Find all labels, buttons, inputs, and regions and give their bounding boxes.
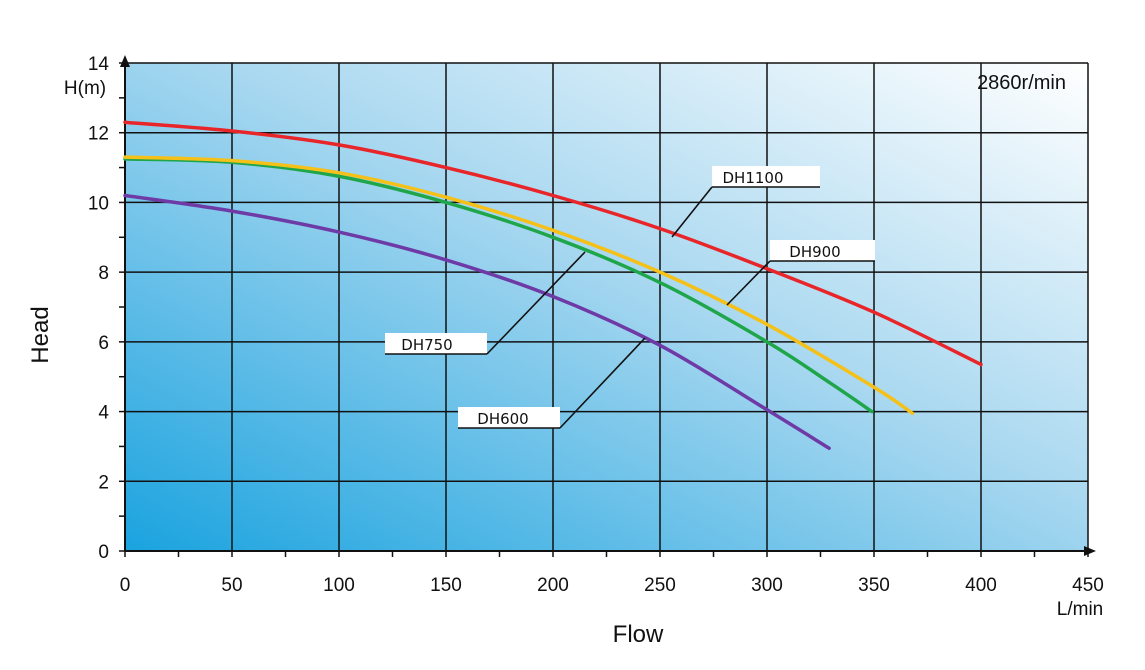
callout-leader-dh1100 — [671, 186, 713, 238]
x-tick-label-400: 400 — [965, 575, 997, 596]
x-tick-label-300: 300 — [751, 575, 783, 596]
callout-label-dh1100: DH1100 — [722, 169, 783, 187]
x-tick-label-200: 200 — [537, 575, 569, 596]
callout-dh600: DH600 — [458, 337, 646, 429]
y-tick-label-4: 4 — [98, 403, 109, 424]
y-tick-label-10: 10 — [88, 193, 109, 214]
y-tick-label-14: 14 — [88, 54, 110, 75]
callout-leader-dh900 — [726, 260, 771, 306]
series-callouts: DH1100 DH900 DH750 DH600 — [385, 166, 875, 429]
x-tick-label-100: 100 — [323, 575, 355, 596]
callout-label-dh750: DH750 — [401, 336, 452, 354]
callout-leader-dh750 — [486, 251, 586, 355]
callout-dh900: DH900 — [726, 240, 875, 306]
y-tick-label-6: 6 — [98, 333, 109, 354]
x-tick-label-350: 350 — [858, 575, 890, 596]
callout-label-dh600: DH600 — [477, 410, 528, 428]
x-unit-label: L/min — [1057, 599, 1103, 620]
y-unit-label: H(m) — [64, 78, 106, 99]
series-line-dh1100 — [123, 120, 983, 367]
callout-box-dh600 — [458, 407, 560, 428]
tick-marks — [119, 62, 1089, 557]
tick-labels: 0 50 100 150 200 250 300 350 400 450 0 2 4 6 8 10 12 14 — [88, 54, 1104, 596]
speed-annotation: 2860r/min — [977, 72, 1066, 94]
y-tick-label-2: 2 — [98, 472, 109, 493]
y-tick-label-0: 0 — [98, 542, 109, 563]
y-axis-arrow — [120, 55, 130, 67]
series-line-dh900 — [123, 155, 915, 416]
y-tick-label-12: 12 — [88, 124, 109, 145]
series-lines — [123, 120, 983, 450]
callout-label-dh900: DH900 — [789, 243, 840, 261]
plot-background — [125, 63, 1088, 551]
callout-leader-dh600 — [559, 337, 646, 429]
callout-box-dh900 — [770, 240, 875, 261]
x-tick-label-50: 50 — [221, 575, 242, 596]
x-tick-label-250: 250 — [644, 575, 676, 596]
x-axis-arrow — [1084, 546, 1096, 556]
series-line-dh600 — [123, 193, 831, 450]
callout-dh750: DH750 — [385, 251, 586, 355]
x-tick-label-0: 0 — [120, 575, 131, 596]
callout-box-dh750 — [385, 333, 487, 354]
callout-box-dh1100 — [712, 166, 820, 187]
y-axis-title: Head — [27, 306, 54, 363]
series-line-dh750 — [123, 157, 874, 414]
x-tick-label-450: 450 — [1072, 575, 1104, 596]
x-tick-label-150: 150 — [430, 575, 462, 596]
grid-lines — [125, 62, 1089, 551]
callout-dh1100: DH1100 — [671, 166, 820, 238]
y-tick-label-8: 8 — [98, 263, 109, 284]
x-axis-title: Flow — [613, 621, 664, 648]
